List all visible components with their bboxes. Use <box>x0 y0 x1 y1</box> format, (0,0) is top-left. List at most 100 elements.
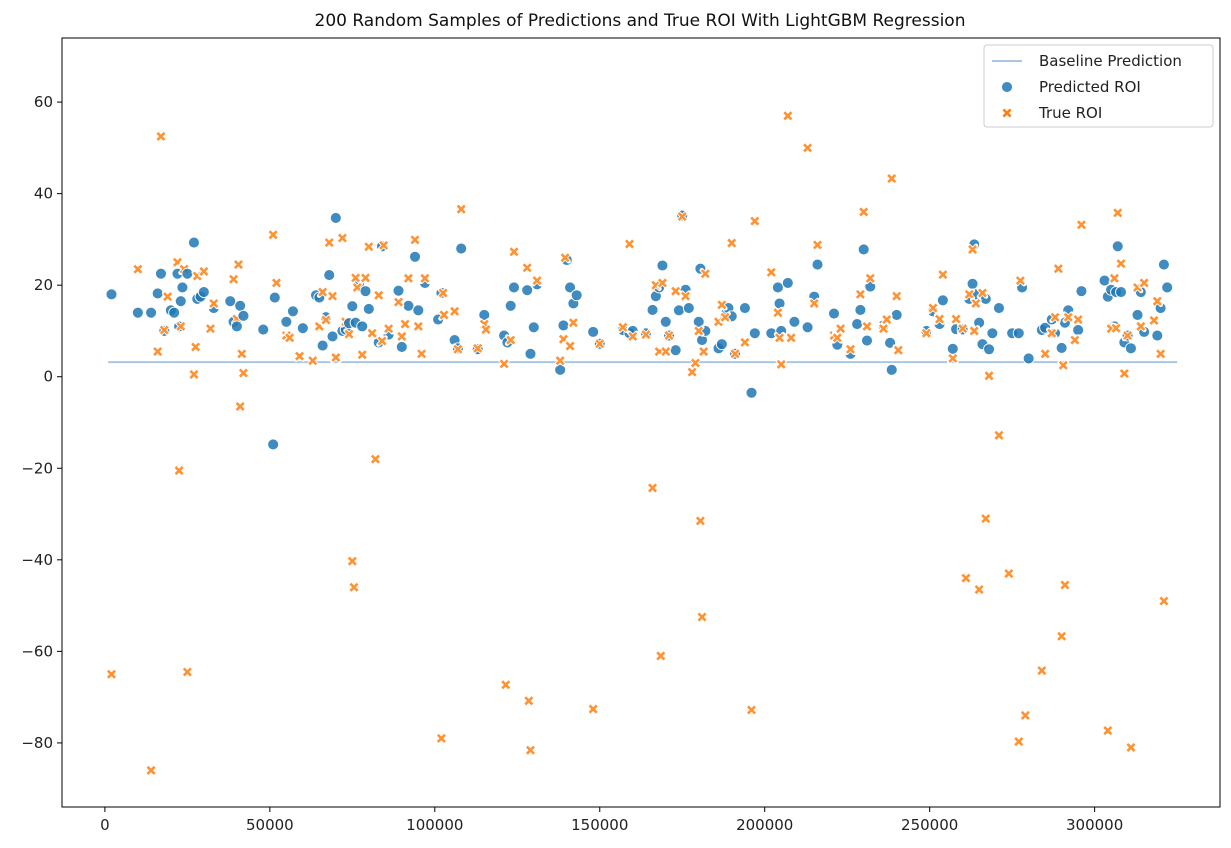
axes: 0 50000 100000 150000 200000 250000 300000 −80 −… <box>21 37 1221 834</box>
true-roi-point <box>270 277 283 289</box>
true-roi-point <box>946 352 959 365</box>
true-roi-point <box>1075 218 1088 231</box>
predicted-roi-point <box>692 315 705 328</box>
true-roi-marker <box>862 321 872 331</box>
true-roi-point <box>377 239 390 252</box>
predicted-roi-point <box>362 303 375 315</box>
true-roi-marker <box>367 328 377 338</box>
true-roi-marker <box>397 331 407 341</box>
true-roi-marker <box>773 308 783 318</box>
true-roi-point <box>739 336 751 349</box>
true-roi-point <box>1019 709 1032 722</box>
true-roi-marker <box>1123 331 1133 341</box>
true-roi-point <box>1121 329 1134 342</box>
x-tick-label: 300000 <box>1066 816 1123 834</box>
true-roi-marker <box>182 667 192 677</box>
true-roi-point <box>396 330 408 343</box>
true-roi-point <box>808 297 821 310</box>
true-roi-point <box>1111 207 1124 219</box>
true-roi-point <box>593 337 606 350</box>
predicted-roi-point <box>1124 342 1137 355</box>
true-roi-marker <box>681 291 691 301</box>
true-roi-marker <box>697 612 707 622</box>
true-roi-marker <box>1159 596 1169 606</box>
predicted-roi-point <box>359 285 372 298</box>
true-roi-point <box>523 695 535 707</box>
true-roi-marker <box>436 733 446 743</box>
true-roi-marker <box>935 314 945 324</box>
true-roi-marker <box>1152 296 1162 306</box>
true-roi-marker <box>1073 314 1083 325</box>
true-roi-point <box>412 320 425 333</box>
true-roi-marker <box>859 207 869 217</box>
true-roi-marker <box>832 333 842 343</box>
predicted-roi-point <box>392 284 405 297</box>
true-roi-point <box>785 332 797 344</box>
true-roi-marker <box>400 319 410 329</box>
true-roi-marker <box>968 244 978 254</box>
predicted-roi-point <box>168 306 181 319</box>
y-tick-label: −20 <box>21 459 53 477</box>
true-roi-marker <box>237 349 247 359</box>
legend: Baseline Prediction Predicted ROI True ROI <box>983 44 1214 128</box>
true-roi-marker <box>618 322 628 332</box>
true-roi-marker <box>238 368 248 378</box>
legend-predicted-swatch <box>1001 81 1013 93</box>
true-roi-marker <box>417 349 427 359</box>
true-roi-marker <box>750 216 760 226</box>
legend-label: Baseline Prediction <box>1039 52 1182 70</box>
true-roi-marker <box>974 585 984 595</box>
true-roi-marker <box>969 326 979 336</box>
true-roi-point <box>890 290 903 302</box>
true-roi-marker <box>938 270 948 280</box>
predicted-roi-point <box>267 438 280 451</box>
predicted-roi-point <box>181 267 194 280</box>
predicted-roi-point <box>1055 341 1068 354</box>
true-roi-marker <box>740 337 750 347</box>
true-roi-point <box>749 215 761 227</box>
true-roi-marker <box>694 326 704 336</box>
plot-background <box>62 38 1220 807</box>
true-roi-point <box>1012 735 1025 748</box>
true-roi-marker <box>1070 335 1080 345</box>
true-roi-marker <box>958 324 968 334</box>
true-roi-marker <box>887 174 897 184</box>
predicted-roi-point <box>788 315 801 328</box>
true-roi-point <box>669 285 682 297</box>
y-tick-label: −60 <box>21 642 53 660</box>
true-roi-point <box>1115 257 1127 270</box>
true-roi-point <box>626 330 639 343</box>
predicted-roi-point <box>356 320 369 333</box>
true-roi-point <box>521 261 533 274</box>
predicted-roi-point <box>1131 308 1144 321</box>
legend-label: Predicted ROI <box>1039 78 1141 96</box>
true-roi-point <box>293 350 306 362</box>
true-roi-point <box>1151 295 1164 307</box>
predicted-roi-point <box>993 302 1005 315</box>
predicted-roi-point <box>524 347 537 360</box>
true-roi-marker <box>845 344 856 354</box>
true-roi-point <box>356 348 369 361</box>
true-roi-marker <box>1113 208 1123 218</box>
predicted-roi-point <box>323 269 336 282</box>
true-roi-marker <box>364 242 374 252</box>
true-roi-marker <box>235 401 245 411</box>
y-tick-label: −80 <box>21 734 53 752</box>
true-roi-marker <box>481 325 491 335</box>
true-roi-marker <box>189 369 199 379</box>
true-roi-point <box>694 515 707 527</box>
predicted-roi-point <box>1098 274 1111 287</box>
true-roi-point <box>1110 322 1122 335</box>
true-roi-point <box>564 340 576 352</box>
predicted-roi-point <box>508 281 520 294</box>
true-roi-marker <box>628 331 638 341</box>
true-roi-point <box>283 332 296 344</box>
predicted-roi-point <box>745 386 758 399</box>
true-roi-marker <box>1063 312 1073 322</box>
true-roi-marker <box>159 325 169 335</box>
true-roi-marker <box>295 351 305 361</box>
predicted-roi-point <box>811 258 824 271</box>
predicted-roi-point <box>329 211 342 224</box>
true-roi-point <box>699 267 712 280</box>
true-roi-marker <box>565 341 575 351</box>
